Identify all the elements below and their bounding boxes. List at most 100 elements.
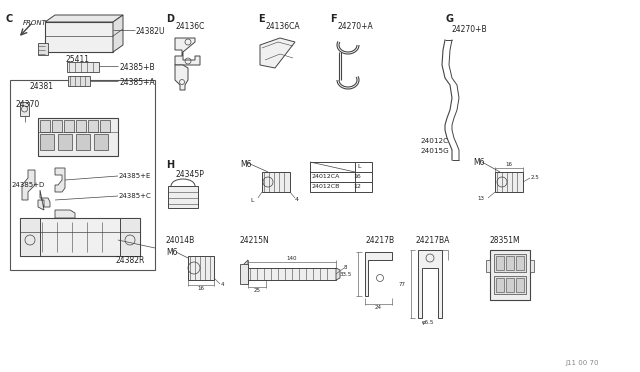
Bar xyxy=(40,134,54,150)
Text: 24345P: 24345P xyxy=(175,170,204,179)
Bar xyxy=(494,254,526,272)
Text: 2.5: 2.5 xyxy=(531,175,540,180)
Text: 24382U: 24382U xyxy=(136,27,166,36)
Text: 8: 8 xyxy=(344,265,348,270)
Text: 16: 16 xyxy=(353,174,361,179)
Text: L: L xyxy=(250,198,253,203)
Text: M6: M6 xyxy=(473,158,484,167)
Text: 4: 4 xyxy=(221,282,225,287)
Text: 12: 12 xyxy=(353,184,361,189)
Bar xyxy=(188,256,214,280)
Text: 24270+B: 24270+B xyxy=(452,25,488,34)
Polygon shape xyxy=(175,38,200,65)
Text: C: C xyxy=(5,14,12,24)
Bar xyxy=(38,118,118,156)
Bar xyxy=(94,134,108,150)
Text: 24270+A: 24270+A xyxy=(338,22,374,31)
Text: 24381: 24381 xyxy=(30,82,54,91)
Bar xyxy=(45,22,113,52)
Text: 24014B: 24014B xyxy=(166,236,195,245)
Bar xyxy=(58,134,72,150)
Text: H: H xyxy=(166,160,174,170)
Polygon shape xyxy=(22,170,35,200)
Bar xyxy=(168,186,198,208)
Bar xyxy=(20,218,140,256)
Bar xyxy=(516,278,524,292)
Text: 25411: 25411 xyxy=(66,55,90,64)
Bar xyxy=(52,120,62,132)
Polygon shape xyxy=(113,15,123,52)
Bar xyxy=(530,260,534,272)
Text: E: E xyxy=(258,14,264,24)
Text: 24012CA: 24012CA xyxy=(312,174,340,179)
Text: 24215N: 24215N xyxy=(240,236,269,245)
Text: 24136CA: 24136CA xyxy=(265,22,300,31)
Bar xyxy=(120,218,140,256)
Text: 77: 77 xyxy=(399,282,406,286)
Text: 140: 140 xyxy=(287,256,297,261)
Bar xyxy=(20,102,29,116)
Polygon shape xyxy=(175,65,188,90)
Bar xyxy=(38,43,48,55)
Bar xyxy=(490,250,530,300)
Bar xyxy=(10,80,155,270)
Text: 24385+C: 24385+C xyxy=(119,193,152,199)
Bar xyxy=(240,264,248,284)
Text: FRONT: FRONT xyxy=(23,20,47,26)
Polygon shape xyxy=(38,190,50,210)
Text: 24385+D: 24385+D xyxy=(12,182,45,188)
Text: 13: 13 xyxy=(477,196,484,201)
Polygon shape xyxy=(55,210,75,218)
Text: 24382R: 24382R xyxy=(116,256,145,265)
Text: 4: 4 xyxy=(295,197,299,202)
Bar xyxy=(262,172,290,192)
Text: 24217BA: 24217BA xyxy=(415,236,449,245)
Bar xyxy=(495,172,523,192)
Polygon shape xyxy=(45,15,123,22)
Text: 16: 16 xyxy=(506,162,513,167)
Text: G: G xyxy=(445,14,453,24)
Polygon shape xyxy=(365,252,392,296)
Bar xyxy=(64,120,74,132)
Text: 24385+E: 24385+E xyxy=(119,173,152,179)
Bar xyxy=(506,256,514,270)
Text: 33.5: 33.5 xyxy=(340,272,352,276)
Text: 24217B: 24217B xyxy=(365,236,394,245)
Text: 24012CB: 24012CB xyxy=(312,184,340,189)
Polygon shape xyxy=(244,260,248,284)
Bar xyxy=(67,62,99,72)
Text: 24015G: 24015G xyxy=(420,148,449,154)
Text: 24012C: 24012C xyxy=(420,138,448,144)
Bar xyxy=(68,76,90,86)
Bar xyxy=(248,268,336,280)
Bar xyxy=(496,278,504,292)
Polygon shape xyxy=(260,38,295,68)
Bar xyxy=(76,134,90,150)
Text: 24: 24 xyxy=(374,305,381,310)
Text: 28351M: 28351M xyxy=(490,236,520,245)
Bar xyxy=(88,120,98,132)
Polygon shape xyxy=(336,268,340,280)
Text: 24385+A: 24385+A xyxy=(119,78,155,87)
Bar xyxy=(496,256,504,270)
Text: φ6.5: φ6.5 xyxy=(422,320,434,325)
Bar xyxy=(40,120,50,132)
Text: D: D xyxy=(166,14,174,24)
Text: J11 00 70: J11 00 70 xyxy=(565,360,598,366)
Bar xyxy=(486,260,490,272)
Bar xyxy=(76,120,86,132)
Bar xyxy=(20,218,40,256)
Text: 24370: 24370 xyxy=(15,100,39,109)
Bar xyxy=(506,278,514,292)
Text: M6: M6 xyxy=(166,248,177,257)
Bar xyxy=(310,162,372,192)
Text: M6: M6 xyxy=(240,160,252,169)
Text: 24385+B: 24385+B xyxy=(119,63,155,72)
Bar xyxy=(516,256,524,270)
Bar xyxy=(100,120,110,132)
Polygon shape xyxy=(418,250,442,318)
Text: 16: 16 xyxy=(198,286,205,291)
Text: 24136C: 24136C xyxy=(175,22,204,31)
Polygon shape xyxy=(55,168,65,192)
Text: 25: 25 xyxy=(253,288,260,293)
